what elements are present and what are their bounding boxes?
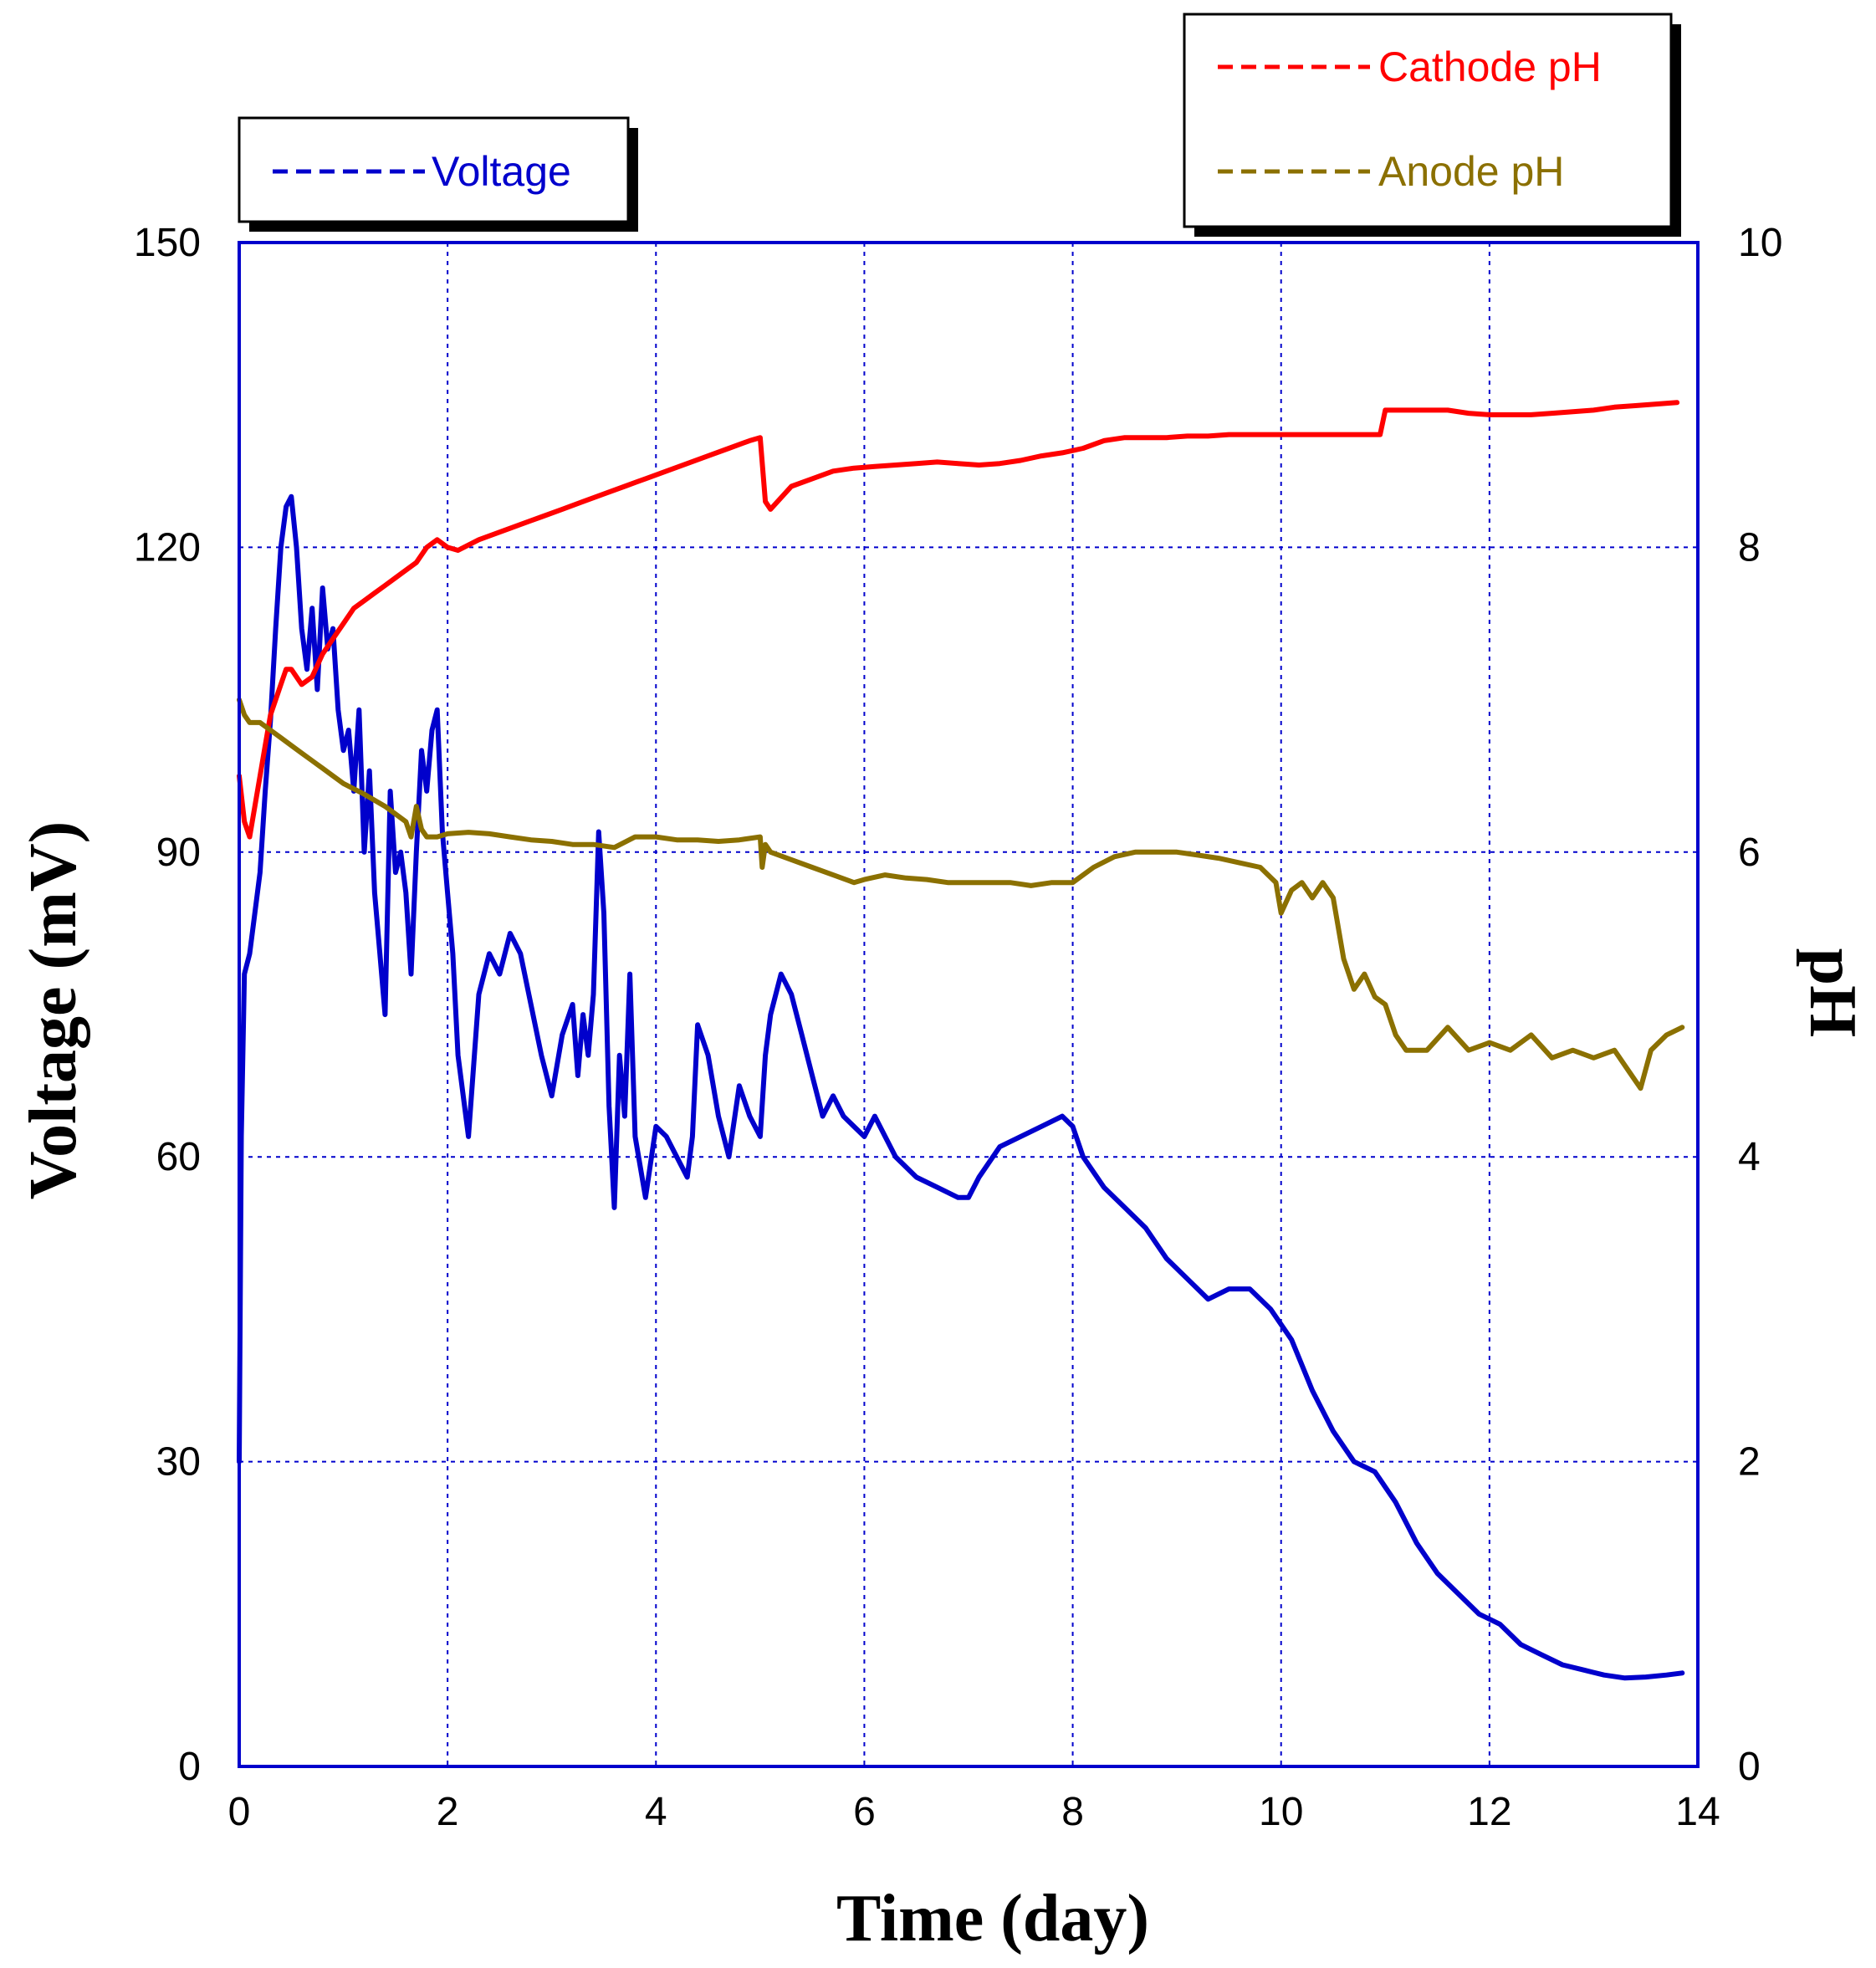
x-axis-title: Time (day) [836,1882,1149,1955]
anode-ph-line [237,697,1685,1091]
x-tick-label: 4 [645,1790,667,1834]
x-tick-label: 0 [228,1790,251,1834]
x-tick-label: 10 [1259,1790,1303,1834]
x-tick-label: 14 [1675,1790,1720,1834]
cathode-ph-line [237,400,1680,840]
plot-frame [238,241,1700,1768]
legend-anode-label: Anode pH [1378,148,1564,195]
y-right-tick-label: 0 [1738,1745,1761,1789]
y-right-tick-label: 10 [1738,221,1782,265]
series-layer [237,400,1685,1681]
y-left-tick-label: 90 [156,831,201,875]
y-left-tick-label: 0 [178,1745,201,1789]
y-right-tick-label: 2 [1738,1440,1761,1485]
gridlines [239,243,1698,1766]
x-tick-label: 12 [1467,1790,1511,1834]
legend-voltage-label: Voltage [432,148,571,195]
legend-voltage: Voltage [238,116,638,232]
legend-cathode-label: Cathode pH [1378,43,1602,90]
y-right-tick-label: 6 [1738,831,1761,875]
y-right-tick-label: 8 [1738,525,1761,570]
legend-box [1183,13,1673,228]
y-right-axis-title: pH [1796,948,1869,1038]
x-tick-label: 6 [853,1790,876,1834]
y-right-tick-label: 4 [1738,1135,1761,1179]
y-left-tick-label: 30 [156,1440,201,1485]
voltage-line [237,493,1685,1681]
y-left-axis-title: Voltage (mV) [17,821,90,1200]
legend-ph: Cathode pH Anode pH [1183,13,1681,237]
y-left-tick-label: 150 [134,221,201,265]
y-left-tick-label: 120 [134,525,201,570]
tick-labels: 0 2 4 6 8 10 12 14 0 30 60 90 120 150 0 2 4 6 8 10 [134,221,1782,1834]
y-left-tick-label: 60 [156,1135,201,1179]
x-tick-label: 8 [1061,1790,1084,1834]
x-tick-label: 2 [437,1790,459,1834]
